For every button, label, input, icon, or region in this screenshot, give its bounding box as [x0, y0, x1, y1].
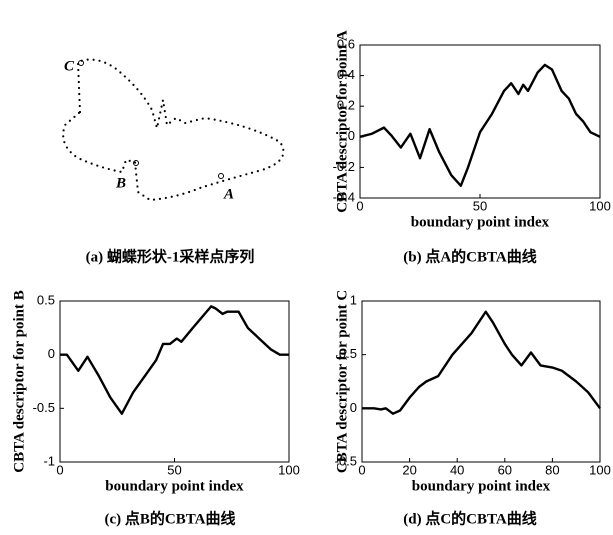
y-tick-label: 0	[48, 346, 55, 361]
y-tick-label: -0.5	[33, 400, 55, 415]
x-tick-label: 40	[450, 462, 464, 477]
y-axis-label: CBTA descriptor for point C	[334, 290, 350, 473]
x-tick-label: 50	[167, 462, 181, 477]
y-tick-label: -1	[43, 453, 55, 468]
point-label: C	[64, 58, 75, 74]
y-axis-label: CBTA descriptor for point B	[11, 290, 27, 473]
data-line	[60, 306, 289, 413]
plot-frame	[362, 301, 600, 462]
x-axis-label: boundary point index	[411, 214, 550, 230]
data-line	[362, 312, 600, 414]
figure: C B A (a) 蝴蝶形状-1采样点序列 0501000.60.40.20-0…	[0, 0, 613, 535]
x-axis-label: boundary point index	[412, 478, 551, 494]
x-tick-label: 50	[473, 198, 487, 213]
caption: (b) 点A的CBTA曲线	[403, 247, 536, 265]
butterfly-panel: C B A (a) 蝴蝶形状-1采样点序列	[63, 58, 283, 265]
x-tick-label: 60	[498, 462, 512, 477]
x-tick-label: 0	[358, 462, 365, 477]
x-tick-label: 0	[56, 462, 63, 477]
caption: (d) 点C的CBTA曲线	[403, 509, 536, 527]
point-marker	[219, 174, 224, 179]
butterfly-outline	[63, 60, 283, 200]
caption: (a) 蝴蝶形状-1采样点序列	[86, 247, 255, 265]
y-axis-label: CBTA descriptor for point A	[334, 30, 350, 213]
x-tick-label: 100	[278, 462, 300, 477]
point-label: B	[115, 175, 126, 191]
y-tick-label: 1	[350, 292, 357, 307]
x-tick-label: 100	[589, 198, 611, 213]
point-label: A	[223, 186, 234, 202]
plot-frame	[60, 301, 289, 462]
x-axis-label: boundary point index	[105, 478, 244, 494]
x-tick-label: 0	[356, 198, 363, 213]
y-tick-label: 0	[350, 400, 357, 415]
y-tick-label: 0.5	[37, 292, 55, 307]
x-tick-label: 20	[402, 462, 416, 477]
data-line	[360, 65, 600, 186]
plot-frame	[360, 45, 600, 198]
x-tick-label: 80	[545, 462, 559, 477]
caption: (c) 点B的CBTA曲线	[105, 509, 236, 527]
x-tick-label: 100	[589, 462, 611, 477]
